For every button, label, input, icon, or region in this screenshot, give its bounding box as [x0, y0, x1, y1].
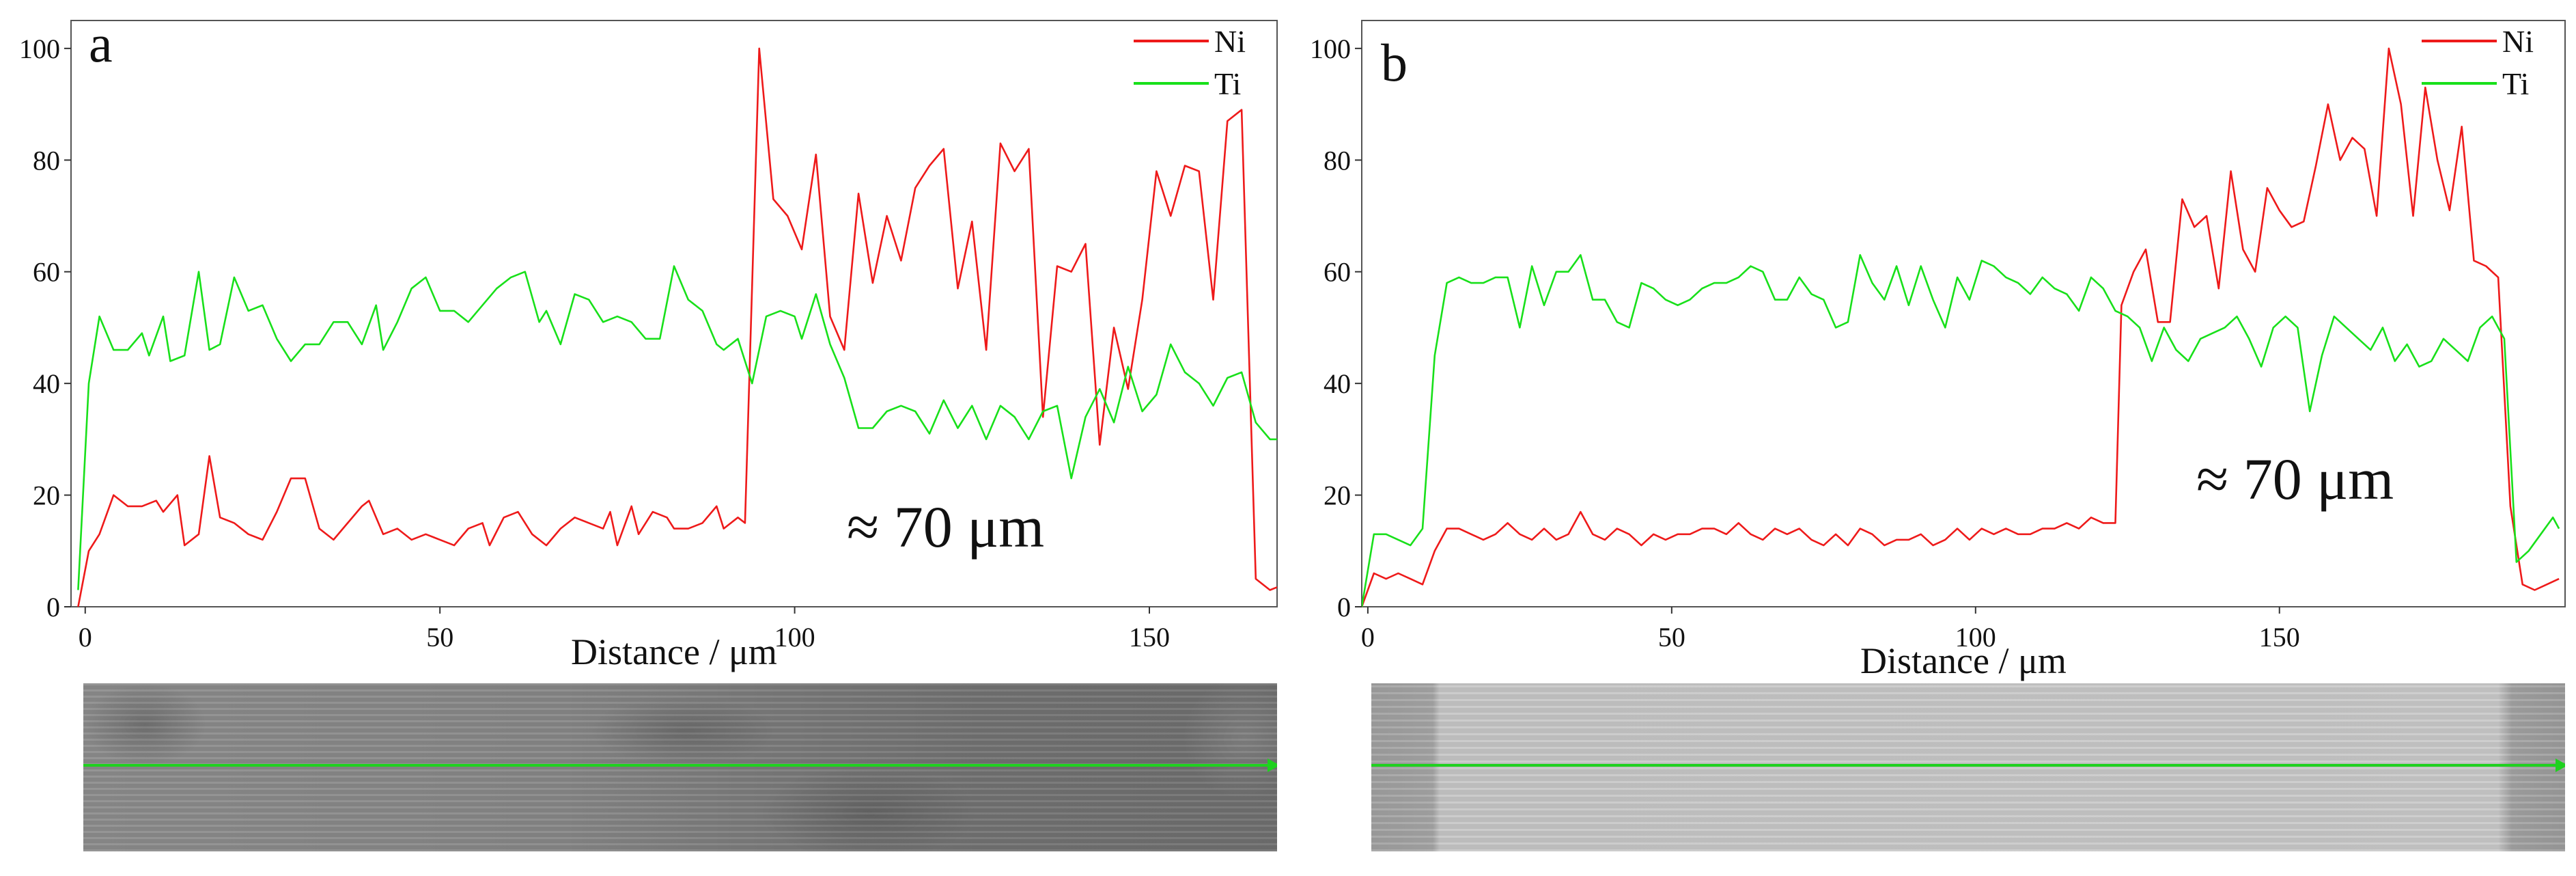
legend-label-ni: Ni [2502, 24, 2534, 59]
width-annotation: ≈ 70 μm [847, 494, 1044, 560]
x-tick-label: 100 [774, 622, 815, 653]
y-tick-label: 80 [1324, 145, 1351, 176]
x-tick-label: 0 [1361, 622, 1375, 653]
x-axis-label: Distance / μm [571, 631, 777, 672]
y-tick-label: 20 [33, 480, 60, 511]
plot-frame [1361, 20, 2566, 607]
y-tick-label: 20 [1324, 480, 1351, 511]
x-tick-label: 0 [79, 622, 92, 653]
line-chart-a: 0 20 40 60 80 100 0 50 100 150 Distance / μm Ni Ti a ≈… [19, 14, 1278, 672]
y-tick-label: 40 [33, 368, 60, 399]
legend-label-ni: Ni [1214, 24, 1246, 59]
y-tick-label: 0 [46, 592, 60, 622]
panel-label: b [1381, 33, 1408, 92]
width-annotation: ≈ 70 μm [2196, 446, 2394, 512]
panel-a: 0 20 40 60 80 100 0 50 100 150 Distance / μm Ni Ti a ≈… [19, 14, 1278, 851]
plot-frame [70, 20, 1278, 607]
series-line-ti [1362, 254, 2560, 607]
series-line-ti [77, 265, 1277, 590]
line-scan-trace [1371, 764, 2565, 767]
micrograph-b [1371, 683, 2565, 851]
line-chart-b: 0 20 40 60 80 100 0 50 100 150 Distance / μm Ni Ti b ≈… [1310, 20, 2566, 681]
trace-arrow-icon [2556, 758, 2565, 772]
line-scan-trace [83, 764, 1277, 767]
y-tick-label: 60 [33, 257, 60, 288]
y-tick-label: 40 [1324, 368, 1351, 399]
x-tick-label: 100 [1955, 622, 1996, 653]
legend-label-ti: Ti [1214, 66, 1241, 101]
y-tick-label: 0 [1337, 592, 1351, 622]
series-line-ni [77, 47, 1277, 607]
y-tick-label: 60 [1324, 257, 1351, 288]
panel-b: 0 20 40 60 80 100 0 50 100 150 Distance / μm Ni Ti b ≈… [1288, 0, 2576, 876]
x-tick-label: 150 [2259, 622, 2300, 653]
trace-arrow-icon [1268, 758, 1277, 772]
micrograph-a [83, 683, 1277, 851]
x-axis-label: Distance / μm [1860, 640, 2067, 681]
x-tick-label: 50 [426, 622, 453, 653]
series-line-ni [1362, 47, 2560, 607]
legend-label-ti: Ti [2502, 66, 2529, 101]
y-tick-label: 80 [33, 145, 60, 176]
y-tick-label: 100 [19, 33, 60, 64]
x-tick-label: 150 [1129, 622, 1170, 653]
panel-label: a [89, 14, 113, 73]
x-tick-label: 50 [1658, 622, 1685, 653]
y-tick-label: 100 [1310, 33, 1351, 64]
